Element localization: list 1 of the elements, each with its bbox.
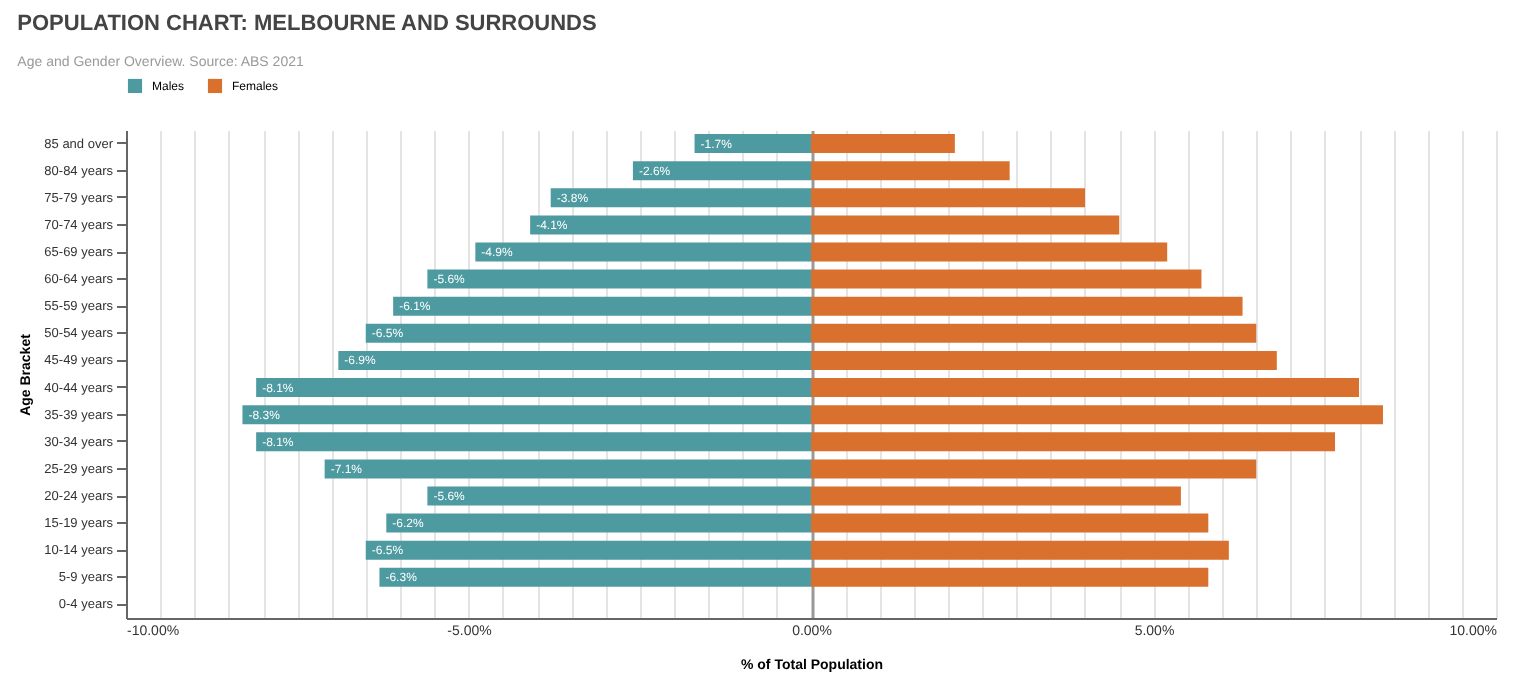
chart-title: POPULATION CHART: MELBOURNE AND SURROUNDS [17, 12, 597, 36]
